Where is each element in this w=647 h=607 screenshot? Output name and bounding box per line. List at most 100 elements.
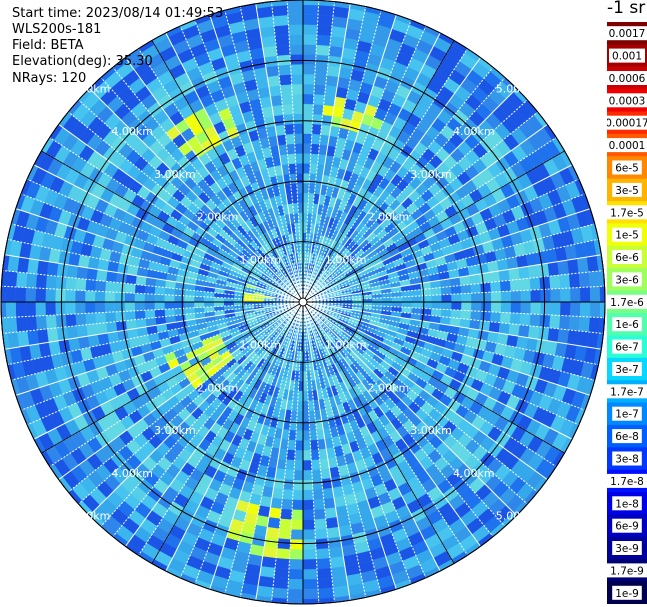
- data-cell: [75, 313, 87, 326]
- data-cell: [401, 290, 413, 297]
- data-cell: [316, 34, 332, 46]
- data-cell: [35, 273, 47, 289]
- data-cell: [559, 273, 571, 289]
- data-cell: [76, 324, 88, 338]
- range-ring-label: 5.00km: [496, 83, 538, 96]
- ppi-plot: 1.00km 1.00km 1.00km 1.00km 2.00km 2.00km 2.00…: [0, 0, 606, 605]
- data-cell: [519, 313, 531, 326]
- data-cell: [302, 34, 318, 45]
- data-cell: [314, 64, 329, 76]
- data-cell: [274, 558, 290, 570]
- start-time-text: Start time: 2023/08/14 01:49:53: [12, 6, 224, 21]
- data-cell: [549, 274, 561, 290]
- data-cell: [46, 261, 59, 277]
- data-cell: [547, 261, 560, 277]
- range-ring-label: 4.00km: [453, 125, 495, 138]
- data-cell: [85, 279, 97, 292]
- data-cell: [292, 202, 299, 214]
- data-cell: [314, 518, 327, 530]
- data-cell: [86, 323, 98, 337]
- data-cell: [500, 301, 512, 314]
- data-cell: [295, 430, 304, 441]
- data-cell: [391, 296, 403, 303]
- data-cell: [302, 499, 315, 511]
- data-cell: [578, 271, 591, 288]
- range-ring-label: 5.00km: [496, 510, 538, 523]
- data-cell: [35, 301, 46, 317]
- data-cell: [296, 182, 304, 194]
- data-cell: [302, 450, 312, 461]
- data-cell: [302, 440, 311, 451]
- data-cell: [297, 192, 304, 204]
- data-cell: [310, 143, 320, 155]
- data-cell: [262, 45, 278, 58]
- instrument-text: WLS200s-181: [12, 22, 102, 37]
- data-cell: [456, 27, 476, 45]
- data-cell: [480, 282, 492, 293]
- data-cell: [510, 301, 522, 314]
- data-cell: [326, 526, 341, 539]
- data-cell: [236, 602, 256, 604]
- data-cell: [276, 538, 291, 550]
- data-cell: [272, 14, 289, 27]
- data-cell: [5, 286, 17, 303]
- data-cell: [508, 267, 520, 281]
- data-cell: [541, 482, 560, 502]
- data-cell: [350, 602, 370, 604]
- data-cell: [578, 316, 591, 333]
- data-cell: [302, 133, 312, 144]
- data-cell: [480, 301, 492, 313]
- data-cell: [540, 301, 551, 316]
- range-ring-label: 2.00km: [197, 381, 239, 394]
- data-cell: [311, 459, 321, 471]
- data-cell: [529, 276, 541, 291]
- colorbar-tick-label: 1.7e-7: [610, 386, 644, 398]
- data-cell: [312, 113, 323, 125]
- data-cell: [114, 301, 126, 313]
- data-cell: [560, 301, 571, 317]
- data-cell: [288, 569, 304, 580]
- data-cell: [313, 498, 325, 510]
- data-cell: [315, 44, 331, 56]
- data-cell: [287, 578, 304, 590]
- data-cell: [302, 588, 319, 600]
- data-cell: [302, 460, 312, 471]
- data-cell: [203, 301, 215, 308]
- data-cell: [25, 315, 38, 332]
- data-cell: [401, 296, 413, 303]
- data-cell: [294, 450, 304, 461]
- data-cell: [85, 312, 97, 325]
- data-cell: [290, 64, 304, 75]
- data-cell: [288, 24, 304, 35]
- data-cell: [104, 311, 116, 323]
- data-cell: [288, 559, 304, 570]
- data-cell: [510, 290, 522, 303]
- data-cell: [316, 24, 333, 37]
- data-cell: [293, 470, 304, 481]
- data-cell: [551, 115, 570, 135]
- data-cell: [288, 34, 304, 45]
- data-cell: [313, 84, 326, 96]
- data-cell: [302, 123, 313, 134]
- data-cell: [291, 499, 304, 511]
- data-cell: [302, 0, 320, 6]
- data-cell: [293, 123, 304, 134]
- data-cell: [490, 311, 502, 323]
- data-cell: [483, 540, 503, 559]
- data-cell: [302, 182, 310, 194]
- data-cell: [284, 123, 295, 135]
- data-cell: [55, 275, 67, 290]
- data-cell: [144, 285, 156, 295]
- data-cell: [291, 83, 304, 95]
- data-cell: [460, 284, 472, 294]
- data-cell: [282, 489, 294, 501]
- range-ring-label: 1.00km: [240, 253, 282, 266]
- data-cell: [281, 498, 293, 510]
- data-cell: [470, 283, 482, 294]
- data-cell: [312, 489, 324, 501]
- data-cell: [46, 482, 65, 502]
- data-cell: [124, 301, 135, 312]
- data-cell: [470, 35, 490, 54]
- data-cell: [36, 469, 55, 489]
- data-cell: [490, 301, 502, 313]
